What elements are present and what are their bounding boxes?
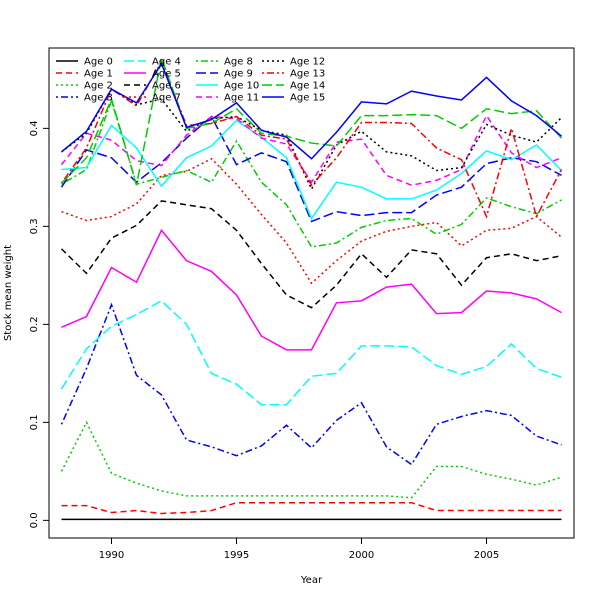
series-line-age-6: [60, 200, 562, 309]
series-line-age-8: [61, 98, 562, 248]
series-line-age-10: [61, 119, 563, 221]
legend-label: Age 9: [224, 69, 253, 80]
legend-label: Age 12: [290, 57, 325, 68]
series-line-age-12: [61, 88, 563, 191]
y-tick-label: 0.0: [29, 512, 40, 528]
series-line-age-15: [61, 62, 562, 160]
legend-label: Age 1: [84, 69, 113, 80]
series-line-age-14: [60, 54, 563, 186]
legend-label: Age 7: [152, 93, 181, 104]
series-line-age-11: [60, 114, 562, 186]
series-line-age-5: [61, 228, 562, 351]
series-line-age-2: [60, 420, 562, 499]
y-axis-title: Stock mean weight: [3, 245, 14, 341]
x-tick-label: 2005: [474, 550, 499, 561]
x-tick-label: 2000: [349, 550, 374, 561]
y-tick-label: 0.3: [29, 218, 40, 234]
series-line-age-13: [60, 59, 563, 219]
series-line-age-1: [61, 501, 562, 515]
series-layer: [60, 54, 563, 521]
plot-frame: [48, 47, 575, 539]
legend-label: Age 8: [224, 57, 253, 68]
series-line-age-3: [60, 302, 562, 466]
legend-label: Age 4: [152, 57, 181, 68]
x-axis-title: Year: [300, 575, 323, 586]
x-tick-label: 1990: [99, 550, 124, 561]
legend-label: Age 14: [290, 81, 325, 92]
x-axis: 1990 1995 2000 2005: [99, 538, 499, 561]
x-tick-label: 1995: [224, 550, 249, 561]
legend-label: Age 5: [152, 69, 181, 80]
legend-label: Age 6: [152, 81, 181, 92]
series-line-age-7: [61, 157, 562, 285]
y-tick-label: 0.1: [29, 414, 40, 430]
series-line-age-4: [60, 299, 562, 406]
legend-label: Age 2: [84, 81, 113, 92]
y-tick-label: 0.4: [29, 120, 40, 136]
legend-label: Age 0: [84, 57, 113, 68]
series-line-age-9: [60, 115, 562, 223]
legend-label: Age 10: [224, 81, 259, 92]
legend-label: Age 15: [290, 93, 325, 104]
legend-label: Age 13: [290, 69, 325, 80]
y-tick-label: 0.2: [29, 316, 40, 332]
y-axis: 0.0 0.1 0.2 0.3 0.4: [29, 120, 49, 528]
legend-label: Age 3: [84, 93, 113, 104]
legend-label: Age 11: [224, 93, 259, 104]
